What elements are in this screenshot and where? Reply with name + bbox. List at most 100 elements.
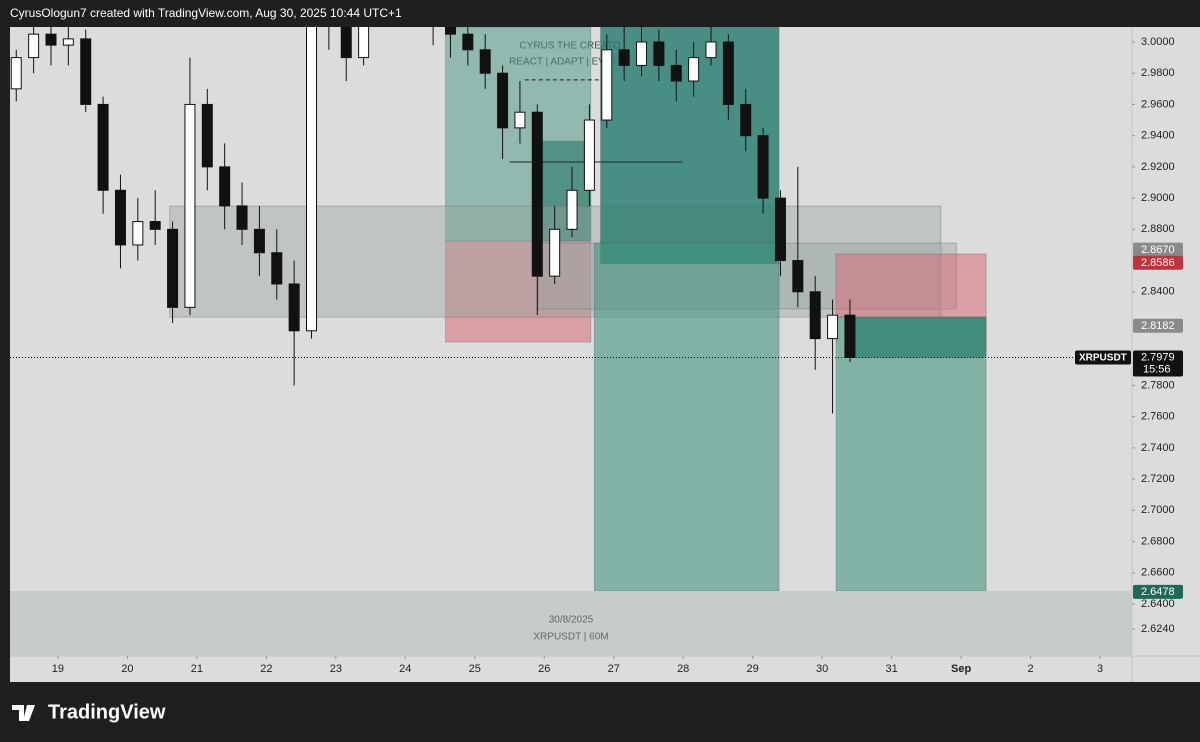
candle-body — [114, 189, 126, 246]
candle-body — [774, 197, 786, 262]
candle-body — [184, 103, 196, 308]
candle-body — [306, 27, 318, 332]
y-tick-label: 2.9400 — [1141, 130, 1175, 142]
candle-body — [601, 49, 613, 121]
candle-body — [45, 33, 57, 46]
candle-body — [167, 228, 179, 308]
candle-body — [792, 260, 804, 293]
x-tick-label: Sep — [951, 663, 971, 675]
y-tick-label: 2.9800 — [1141, 67, 1175, 79]
symbol-box — [1075, 350, 1131, 365]
axes: 19 20 21 22 23 24 25 26 27 28 29 30 31 Sep 2 33.00002.9… — [52, 36, 1183, 675]
y-tick-label: 2.9600 — [1141, 98, 1175, 110]
candle-body — [583, 119, 595, 191]
last-price-box — [1133, 350, 1183, 377]
price-label: 2.8670 — [1141, 244, 1175, 256]
y-tick-label: 2.7000 — [1141, 504, 1175, 516]
zone — [835, 253, 987, 318]
candle-body — [236, 205, 248, 230]
y-tick-label: 2.7200 — [1141, 473, 1175, 485]
candle-body — [809, 291, 821, 340]
zone — [853, 316, 987, 358]
x-tick-label: 23 — [330, 663, 342, 675]
candle-body — [80, 38, 92, 105]
plot: CYRUS THE CREATOREACT | ADAPT | EVOLVE — [10, 27, 1132, 592]
candle-body — [722, 41, 734, 105]
footer-band — [10, 591, 1132, 656]
candle-body — [219, 166, 231, 207]
x-tick-label: 27 — [608, 663, 620, 675]
zone — [835, 316, 987, 592]
y-tick-label: 2.7400 — [1141, 442, 1175, 454]
price-label-box — [1133, 255, 1183, 270]
y-tick-label: 3.0000 — [1141, 36, 1175, 48]
candle-body — [705, 41, 717, 59]
candle-body — [653, 41, 665, 66]
y-tick-label: 2.8800 — [1141, 223, 1175, 235]
candle-body — [757, 135, 769, 199]
zone — [533, 140, 592, 242]
candle-body — [566, 189, 578, 230]
price-label-box — [1133, 584, 1183, 599]
logo: TradingView — [48, 701, 166, 723]
candle-body — [28, 33, 40, 59]
x-tick-label: 2 — [1028, 663, 1034, 675]
price-label-box — [1133, 318, 1183, 333]
price-label: 2.8182 — [1141, 320, 1175, 332]
candle-body — [288, 283, 300, 332]
candle-body — [740, 103, 752, 137]
price-label: 2.6478 — [1141, 586, 1175, 598]
candle-body — [97, 103, 109, 191]
y-tick-label: 2.9200 — [1141, 161, 1175, 173]
candle-body — [10, 57, 22, 90]
price-label: 2.8586 — [1141, 257, 1175, 269]
band-date: 30/8/2025 — [549, 615, 594, 626]
candle-body — [358, 27, 370, 59]
candle-body — [618, 49, 630, 66]
header: CyrusOlogun7 created with TradingView.co… — [10, 6, 402, 20]
candle-body — [636, 41, 648, 66]
x-tick-label: 25 — [469, 663, 481, 675]
candle-body — [253, 228, 265, 254]
x-tick-label: 31 — [885, 663, 897, 675]
y-tick-label: 2.6400 — [1141, 598, 1175, 610]
candle-body — [149, 221, 161, 230]
y-tick-label: 2.6800 — [1141, 535, 1175, 547]
x-tick-label: 21 — [191, 663, 203, 675]
x-tick-label: 29 — [747, 663, 759, 675]
x-tick-label: 28 — [677, 663, 689, 675]
candle-body — [827, 314, 839, 340]
candle-body — [514, 111, 526, 129]
price-label-box — [1133, 242, 1183, 257]
y-tick-label: 2.6240 — [1141, 623, 1175, 635]
y-tick-label: 2.9000 — [1141, 192, 1175, 204]
candle-body — [688, 57, 700, 82]
x-tick-label: 20 — [121, 663, 133, 675]
countdown-label: 15:56 — [1143, 363, 1171, 375]
symbol-label: XRPUSDT — [1079, 353, 1127, 364]
band-symbol: XRPUSDT | 60M — [533, 632, 608, 643]
x-tick-label: 24 — [399, 663, 411, 675]
candle-body — [549, 228, 561, 277]
zone — [593, 242, 780, 592]
y-tick-label: 2.6600 — [1141, 567, 1175, 579]
candle-body — [531, 111, 543, 277]
candle-body — [670, 64, 682, 82]
y-tick-label: 2.8400 — [1141, 286, 1175, 298]
y-tick-label: 2.7800 — [1141, 379, 1175, 391]
candle-body — [271, 252, 283, 285]
candle-body — [479, 49, 491, 74]
candle-body — [62, 38, 74, 46]
x-tick-label: 3 — [1097, 663, 1103, 675]
logo-icon — [27, 705, 33, 711]
y-tick-label: 2.7600 — [1141, 411, 1175, 423]
x-tick-label: 22 — [260, 663, 272, 675]
candle-body — [844, 314, 856, 359]
candle-body — [132, 221, 144, 246]
candle-body — [497, 72, 509, 129]
x-tick-label: 19 — [52, 663, 64, 675]
zone — [445, 240, 592, 343]
candle-body — [201, 103, 213, 168]
